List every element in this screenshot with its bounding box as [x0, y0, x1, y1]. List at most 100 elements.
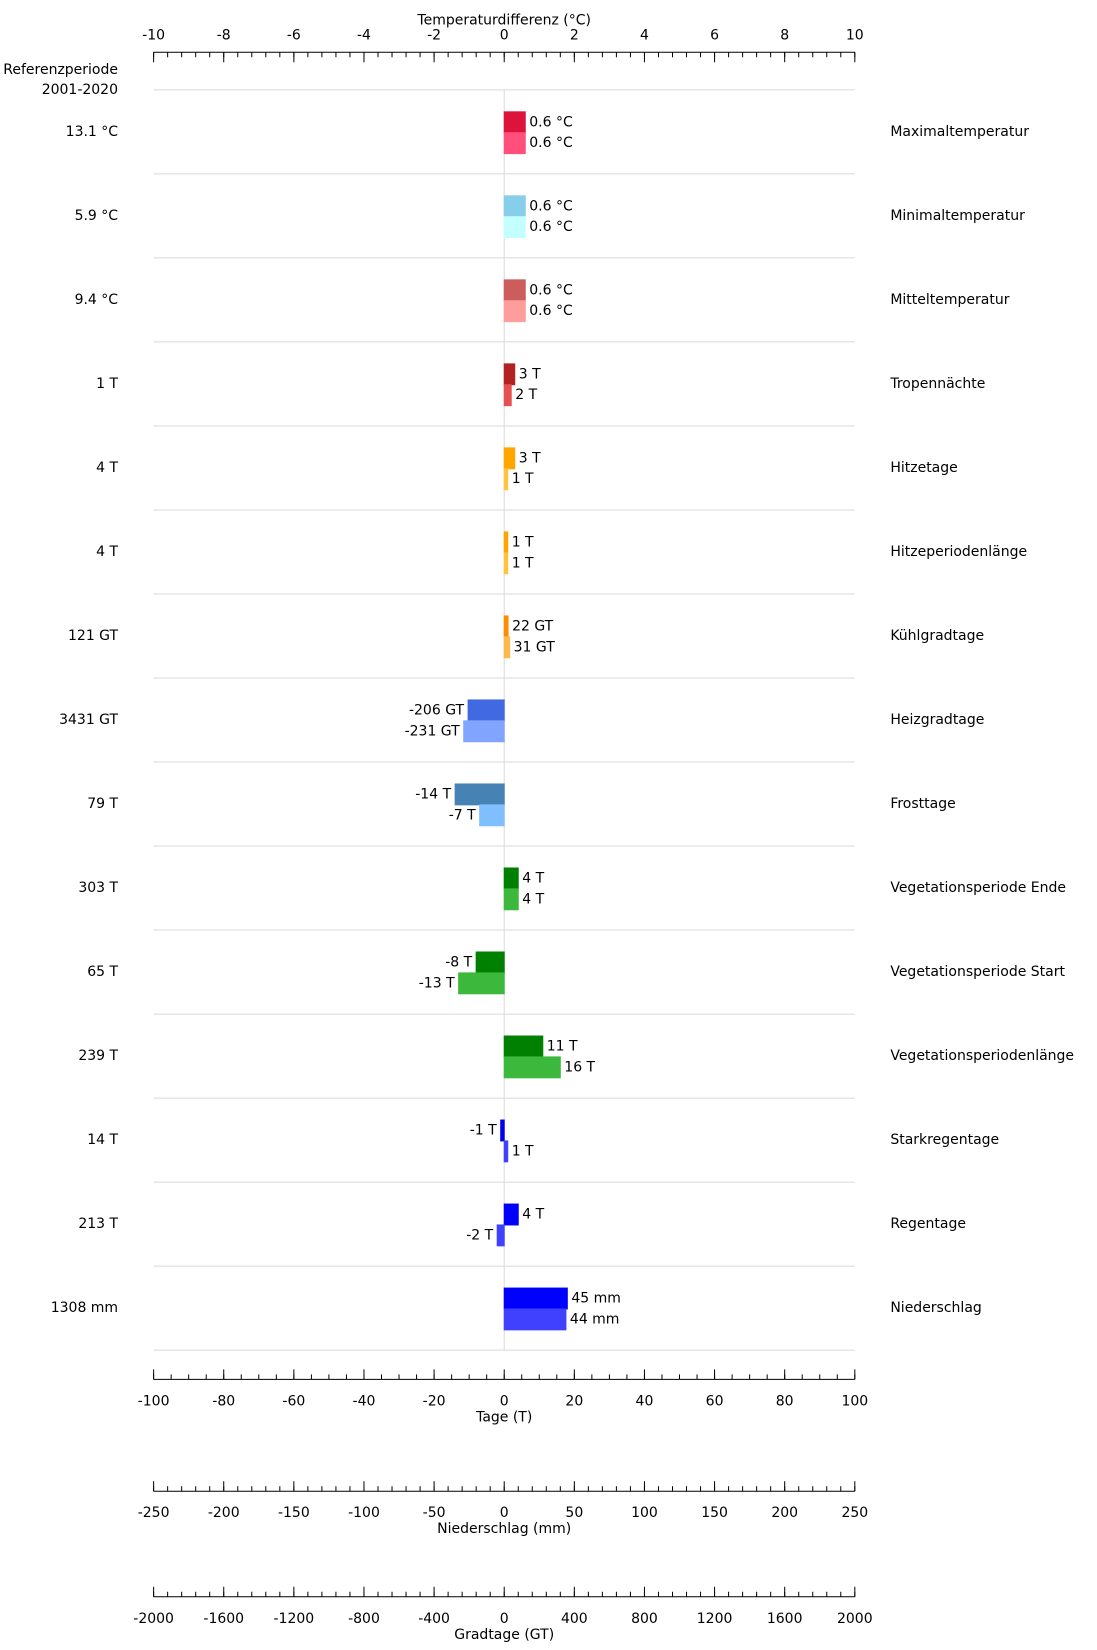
axis-title: Niederschlag (mm): [437, 1521, 571, 1537]
tick-label: 150: [701, 1505, 728, 1521]
value-label: -1 T: [470, 1122, 497, 1138]
tick-label: 0: [500, 1393, 509, 1409]
value-label: 0.6 °C: [529, 303, 573, 319]
tick-label: 800: [631, 1611, 658, 1627]
reference-value: 213 T: [78, 1216, 118, 1232]
value-label: 1 T: [512, 1143, 534, 1159]
tick-label: -1600: [203, 1611, 244, 1627]
bar: [503, 1287, 568, 1310]
value-label: 0.6 °C: [529, 135, 573, 151]
row-name: Kühlgradtage: [890, 628, 984, 644]
reference-value: 79 T: [87, 796, 118, 812]
value-label: 0.6 °C: [529, 282, 573, 298]
reference-value: 121 GT: [68, 628, 119, 644]
row-name: Tropennächte: [889, 376, 985, 392]
reference-header: Referenzperiode: [3, 62, 118, 78]
value-label: -14 T: [415, 786, 451, 802]
reference-value: 5.9 °C: [75, 208, 119, 224]
reference-value: 1 T: [96, 376, 118, 392]
value-label: 0.6 °C: [529, 114, 573, 130]
value-label: 1 T: [512, 471, 534, 487]
tick-label: 6: [710, 27, 719, 43]
reference-value: 3431 GT: [59, 712, 118, 728]
bar: [503, 363, 516, 386]
tick-label: 2000: [837, 1611, 873, 1627]
bar: [503, 468, 509, 491]
tick-label: -20: [423, 1393, 446, 1409]
tick-label: 100: [631, 1505, 658, 1521]
value-label: 44 mm: [570, 1311, 620, 1327]
bar: [479, 804, 505, 827]
value-label: -13 T: [419, 975, 455, 991]
tick-label: 1200: [697, 1611, 733, 1627]
reference-value: 9.4 °C: [75, 292, 119, 308]
reference-header: 2001-2020: [42, 82, 118, 98]
axis-title: Temperaturdifferenz (°C): [416, 12, 591, 28]
tick-label: 0: [500, 1611, 509, 1627]
reference-value: 14 T: [87, 1132, 118, 1148]
row-name: Mitteltemperatur: [890, 292, 1009, 308]
value-label: -206 GT: [409, 702, 465, 718]
row-name: Niederschlag: [890, 1300, 981, 1316]
bar: [503, 216, 526, 239]
value-label: 4 T: [522, 870, 544, 886]
value-label: -7 T: [449, 807, 476, 823]
reference-value: 65 T: [87, 964, 118, 980]
row-name: Vegetationsperiodenlänge: [890, 1048, 1074, 1064]
value-label: 0.6 °C: [529, 219, 573, 235]
bar: [503, 615, 509, 638]
row-name: Frosttage: [890, 796, 955, 812]
reference-value: 1308 mm: [51, 1300, 118, 1316]
row-name: Vegetationsperiode Start: [890, 964, 1065, 980]
bar: [503, 447, 516, 470]
tick-label: 40: [636, 1393, 654, 1409]
tick-label: 20: [565, 1393, 583, 1409]
bar: [503, 384, 512, 407]
row-name: Regentage: [890, 1216, 966, 1232]
value-label: 3 T: [519, 450, 541, 466]
tick-label: -400: [418, 1611, 450, 1627]
value-label: -8 T: [445, 954, 472, 970]
tick-label: 200: [771, 1505, 798, 1521]
bar: [458, 972, 505, 995]
tick-label: -80: [212, 1393, 235, 1409]
value-label: 3 T: [519, 366, 541, 382]
tick-label: -4: [357, 27, 371, 43]
value-label: 2 T: [515, 387, 537, 403]
tick-label: -6: [287, 27, 301, 43]
tick-label: -8: [217, 27, 231, 43]
row-name: Heizgradtage: [890, 712, 984, 728]
tick-label: -150: [278, 1505, 310, 1521]
bar: [467, 699, 505, 722]
tick-label: 2: [570, 27, 579, 43]
tick-label: -40: [353, 1393, 376, 1409]
reference-value: 13.1 °C: [66, 124, 119, 140]
value-label: 4 T: [522, 891, 544, 907]
tick-label: 400: [561, 1611, 588, 1627]
tick-label: 8: [780, 27, 789, 43]
bar: [503, 531, 509, 554]
value-label: 0.6 °C: [529, 198, 573, 214]
value-label: 11 T: [547, 1038, 578, 1054]
tick-label: 4: [640, 27, 649, 43]
value-label: 31 GT: [514, 639, 556, 655]
value-label: 45 mm: [571, 1291, 621, 1307]
bar: [454, 783, 505, 806]
bar: [503, 279, 526, 302]
reference-value: 239 T: [78, 1048, 118, 1064]
value-label: 22 GT: [512, 618, 554, 634]
bar: [463, 720, 505, 743]
bar: [503, 1035, 544, 1058]
value-label: -231 GT: [405, 723, 461, 739]
row-name: Hitzeperiodenlänge: [890, 544, 1027, 560]
bar: [503, 132, 526, 155]
tick-label: -50: [423, 1505, 446, 1521]
tick-label: 1600: [767, 1611, 803, 1627]
tick-label: -60: [282, 1393, 305, 1409]
tick-label: -2000: [133, 1611, 174, 1627]
tick-label: 10: [846, 27, 864, 43]
tick-label: 0: [500, 27, 509, 43]
axis-title: Tage (T): [475, 1409, 532, 1425]
row-name: Minimaltemperatur: [890, 208, 1025, 224]
